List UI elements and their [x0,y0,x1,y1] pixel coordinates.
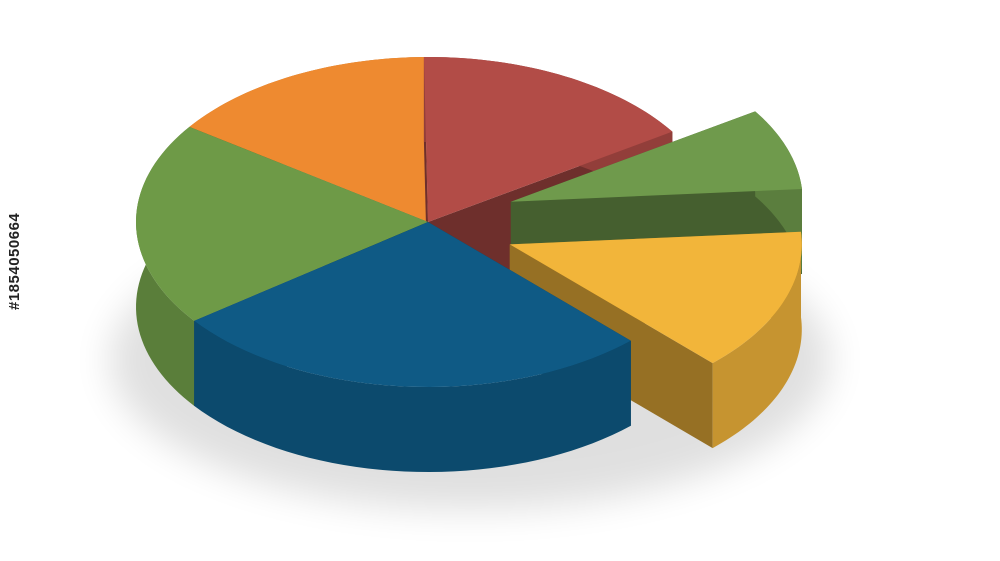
slice-top [136,126,429,321]
slice-top [423,57,673,223]
pie-slice-5 [509,231,802,449]
slice-top [510,111,802,202]
slice-top [189,57,428,222]
slice-top [194,222,631,387]
pie-slice-0 [194,222,631,472]
slice-top [509,231,802,364]
watermark-id: #1854050664 [6,212,23,310]
slice-outer-wall [194,320,631,472]
slice-outer-wall [712,231,802,449]
